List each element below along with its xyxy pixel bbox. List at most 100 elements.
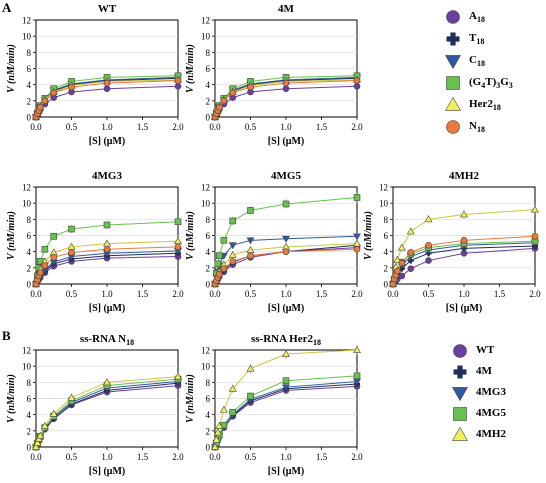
- y-tick-label: 12: [201, 183, 210, 193]
- x-tick-label: 1.5: [137, 452, 149, 462]
- panel-label-b: B: [2, 328, 11, 343]
- data-point: [247, 252, 254, 260]
- data-point: [219, 405, 228, 413]
- chart-title: ss-RNA Her218: [251, 333, 321, 347]
- y-axis-label: V (nM/min): [185, 211, 196, 260]
- chart-title: ss-RNA N18: [80, 333, 134, 347]
- x-tick-label: 0.0: [30, 122, 42, 132]
- x-tick-label: 2.0: [172, 452, 184, 462]
- x-tick-label: 0.5: [66, 289, 78, 299]
- y-tick-label: 2: [206, 96, 211, 106]
- data-point: [229, 89, 237, 97]
- y-tick-label: 4: [27, 80, 32, 90]
- data-point: [246, 237, 255, 245]
- legend-label: 4M: [476, 365, 492, 377]
- legend-label: Her218: [469, 98, 501, 113]
- y-axis-label: V (nM/min): [6, 211, 17, 260]
- legend-swatch: [453, 407, 467, 421]
- x-tick-label: 2.0: [351, 122, 363, 132]
- data-point: [49, 409, 58, 417]
- data-point: [282, 200, 290, 208]
- data-point: [353, 372, 361, 380]
- data-point: [229, 217, 237, 225]
- data-point: [174, 372, 182, 380]
- data-point: [398, 259, 406, 267]
- y-tick-label: 12: [22, 183, 31, 193]
- x-tick-label: 1.0: [280, 452, 292, 462]
- y-tick-label: 10: [22, 32, 32, 42]
- data-point: [103, 221, 111, 229]
- data-point: [407, 249, 415, 256]
- x-tick-label: 0.5: [66, 452, 78, 462]
- x-tick-label: 0.0: [30, 289, 42, 299]
- data-point: [50, 254, 58, 261]
- legend-label: (G4T)3G3: [469, 76, 513, 91]
- data-point: [220, 97, 228, 105]
- y-tick-label: 6: [206, 231, 211, 241]
- data-point: [220, 265, 228, 272]
- data-point: [228, 250, 237, 258]
- x-tick-label: 0.0: [209, 122, 221, 132]
- data-point: [215, 104, 223, 111]
- y-tick-label: 0: [206, 443, 211, 453]
- data-point: [215, 421, 224, 429]
- x-tick-label: 0.5: [245, 122, 257, 132]
- y-tick-label: 6: [206, 64, 211, 74]
- chart-title: 4MH2: [449, 170, 479, 182]
- x-tick-label: 1.0: [280, 289, 292, 299]
- x-tick-label: 1.0: [458, 289, 470, 299]
- x-tick-label: 0.0: [387, 289, 399, 299]
- x-axis-label: [S] (μM): [446, 303, 483, 314]
- data-point: [282, 248, 290, 255]
- chart-title: 4MG5: [271, 170, 301, 182]
- x-tick-label: 1.5: [316, 289, 328, 299]
- legend-label: T18: [469, 32, 485, 47]
- y-tick-label: 8: [384, 215, 389, 225]
- data-point: [67, 393, 76, 401]
- data-point: [174, 77, 182, 84]
- data-point: [353, 194, 361, 201]
- data-point: [68, 225, 75, 233]
- x-tick-label: 0.0: [30, 452, 42, 462]
- x-tick-label: 0.0: [209, 289, 221, 299]
- legend-substrates: A18 T18 C18 (G4T)3G3 Her218 N18: [443, 8, 543, 138]
- data-point: [50, 89, 58, 97]
- x-tick-label: 2.0: [172, 122, 184, 132]
- y-tick-label: 6: [27, 394, 32, 404]
- data-point: [103, 245, 111, 253]
- data-point: [32, 442, 40, 450]
- y-tick-label: 0: [27, 280, 32, 290]
- data-point: [247, 207, 254, 214]
- legend-marker-square: [453, 407, 467, 421]
- data-point: [36, 431, 45, 439]
- data-point: [353, 345, 361, 353]
- data-point: [407, 265, 415, 272]
- legend-swatch: [445, 55, 461, 70]
- x-axis-label: [S] (μM): [89, 466, 126, 477]
- x-tick-label: 1.5: [494, 289, 506, 299]
- x-tick-label: 0.5: [423, 289, 435, 299]
- data-point: [215, 252, 223, 260]
- data-point: [36, 269, 44, 276]
- x-axis-label: [S] (μM): [268, 136, 305, 147]
- data-point: [41, 262, 49, 269]
- data-point: [214, 260, 222, 268]
- data-point: [282, 235, 290, 243]
- data-point: [425, 241, 432, 249]
- x-tick-label: 1.5: [137, 122, 149, 132]
- legend-label: N18: [469, 120, 485, 135]
- legend-label: 4MG3: [476, 386, 506, 398]
- data-point: [282, 377, 290, 385]
- legend-swatch: [452, 387, 468, 402]
- legend-marker-triangle-up: [452, 426, 468, 441]
- data-point: [103, 85, 111, 93]
- chart-title: 4M: [278, 3, 295, 15]
- legend-swatch: [446, 10, 460, 24]
- data-point: [40, 421, 49, 429]
- legend-marker-cross: [453, 365, 467, 379]
- y-tick-label: 8: [27, 48, 32, 58]
- y-axis-label: V (nM/min): [185, 374, 196, 423]
- y-tick-label: 0: [27, 443, 32, 453]
- legend-label: WT: [476, 344, 495, 356]
